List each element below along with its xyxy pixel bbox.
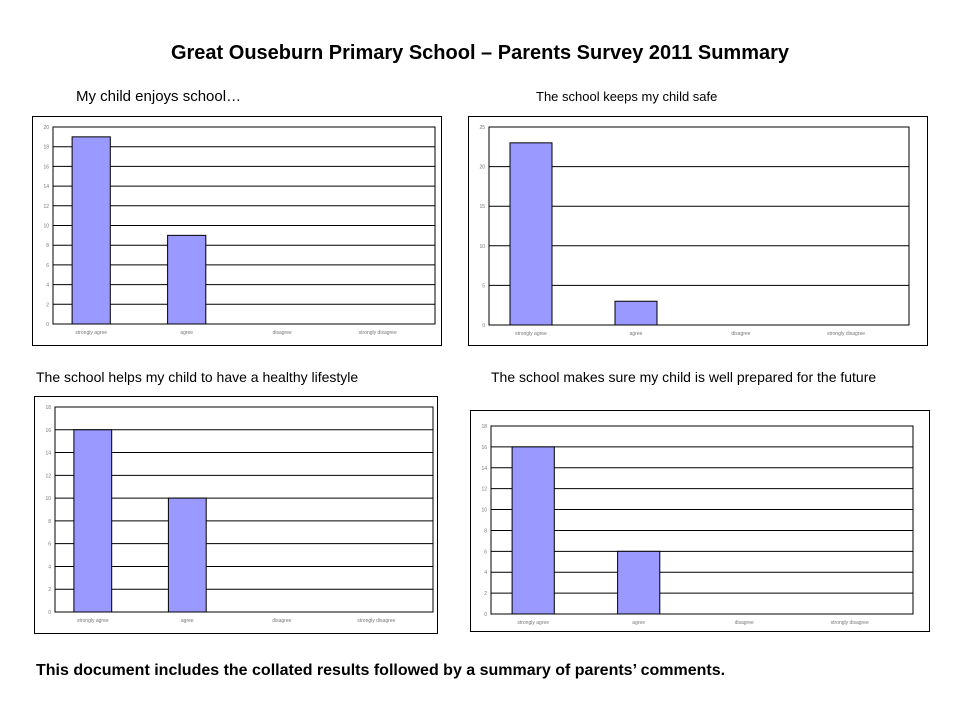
- chart-title-prepared-future: The school makes sure my child is well p…: [491, 369, 877, 385]
- x-tick-label: strongly disagree: [827, 331, 865, 337]
- chart-title-enjoys-school: My child enjoys school…: [76, 88, 242, 105]
- y-tick-label: 8: [48, 519, 51, 525]
- chart-keeps-safe: 0 5 10 15 20 25 strongly agree agree disagree str…: [468, 116, 928, 346]
- y-tick-label: 15: [479, 204, 485, 210]
- chart-svg: 0 5 10 15 20 25 strongly agree agree disagree str…: [479, 125, 910, 337]
- plot-area: [490, 425, 914, 615]
- chart-prepared-future: 0 2 4 6 8 10 12 14 16 18 strongly agree agree disagr…: [470, 410, 930, 632]
- y-tick-label: 10: [45, 496, 51, 502]
- bar-agree: [617, 550, 661, 615]
- x-tick-label: strongly disagree: [359, 330, 397, 336]
- x-tick-label: disagree: [731, 331, 750, 337]
- y-tick-label: 10: [481, 508, 487, 514]
- x-tick-label: strongly agree: [517, 620, 549, 626]
- bar-strongly-agree: [73, 429, 113, 613]
- y-tick-label: 14: [481, 466, 487, 472]
- x-tick-label: strongly agree: [515, 331, 547, 337]
- y-tick-label: 18: [45, 405, 51, 411]
- x-tick-label: agree: [180, 330, 193, 336]
- x-tick-label: disagree: [272, 618, 291, 624]
- bar-strongly-agree: [509, 142, 553, 326]
- page-title: Great Ouseburn Primary School – Parents …: [170, 42, 790, 64]
- x-tick-label: agree: [630, 331, 643, 337]
- x-tick-label: strongly disagree: [831, 620, 869, 626]
- y-tick-label: 16: [45, 428, 51, 434]
- y-tick-label: 2: [484, 591, 487, 597]
- y-tick-label: 10: [479, 244, 485, 250]
- chart-title-healthy-lifestyle: The school helps my child to have a heal…: [36, 369, 359, 385]
- plot-area: [488, 126, 910, 326]
- bar-strongly-agree: [71, 136, 111, 325]
- y-tick-label: 14: [43, 184, 49, 190]
- footer-note: This document includes the collated resu…: [36, 662, 726, 679]
- y-tick-label: 4: [48, 564, 51, 570]
- y-tick-label: 20: [43, 125, 49, 131]
- plot-area: [52, 126, 436, 325]
- bar-agree: [167, 234, 207, 325]
- y-tick-label: 4: [484, 570, 487, 576]
- y-tick-label: 12: [45, 473, 51, 479]
- y-tick-label: 20: [479, 165, 485, 171]
- y-tick-label: 2: [46, 302, 49, 308]
- x-tick-label: agree: [632, 620, 645, 626]
- bar-strongly-agree: [511, 446, 555, 615]
- y-tick-label: 8: [46, 243, 49, 249]
- y-tick-label: 6: [484, 549, 487, 555]
- y-tick-label: 6: [46, 263, 49, 269]
- bar-agree: [167, 497, 207, 613]
- x-tick-label: strongly agree: [77, 618, 109, 624]
- y-tick-label: 0: [484, 612, 487, 618]
- plot-area: [54, 406, 434, 613]
- y-tick-label: 18: [43, 145, 49, 151]
- x-tick-label: agree: [181, 618, 194, 624]
- y-tick-label: 0: [482, 323, 485, 329]
- y-tick-label: 12: [481, 487, 487, 493]
- y-tick-label: 25: [479, 125, 485, 131]
- chart-healthy-lifestyle: 0 2 4 6 8 10 12 14 16 18 strongly agree agree disagr…: [34, 396, 438, 634]
- x-tick-label: disagree: [273, 330, 292, 336]
- x-tick-label: strongly disagree: [357, 618, 395, 624]
- y-tick-label: 2: [48, 587, 51, 593]
- y-tick-label: 16: [481, 445, 487, 451]
- y-tick-label: 12: [43, 204, 49, 210]
- chart-svg: 0 2 4 6 8 10 12 14 16 18 strongly agree agree disagr…: [481, 424, 914, 626]
- y-tick-label: 16: [43, 164, 49, 170]
- x-tick-label: strongly agree: [75, 330, 107, 336]
- bar-agree: [614, 300, 658, 326]
- y-tick-label: 10: [43, 224, 49, 230]
- y-tick-label: 6: [48, 542, 51, 548]
- y-tick-label: 18: [481, 424, 487, 430]
- chart-title-keeps-safe: The school keeps my child safe: [536, 89, 718, 104]
- y-tick-label: 14: [45, 451, 51, 457]
- chart-enjoys-school: 0 2 4 6 8 10 12 14 16 18 20 strongly agree agree disa…: [32, 116, 442, 346]
- y-tick-label: 5: [482, 283, 485, 289]
- x-tick-label: disagree: [735, 620, 754, 626]
- chart-svg: 0 2 4 6 8 10 12 14 16 18 20 strongly agree agree disa…: [43, 125, 436, 336]
- chart-svg: 0 2 4 6 8 10 12 14 16 18 strongly agree agree disagr…: [45, 405, 434, 624]
- y-tick-label: 0: [48, 610, 51, 616]
- y-tick-label: 4: [46, 283, 49, 289]
- y-tick-label: 8: [484, 528, 487, 534]
- y-tick-label: 0: [46, 322, 49, 328]
